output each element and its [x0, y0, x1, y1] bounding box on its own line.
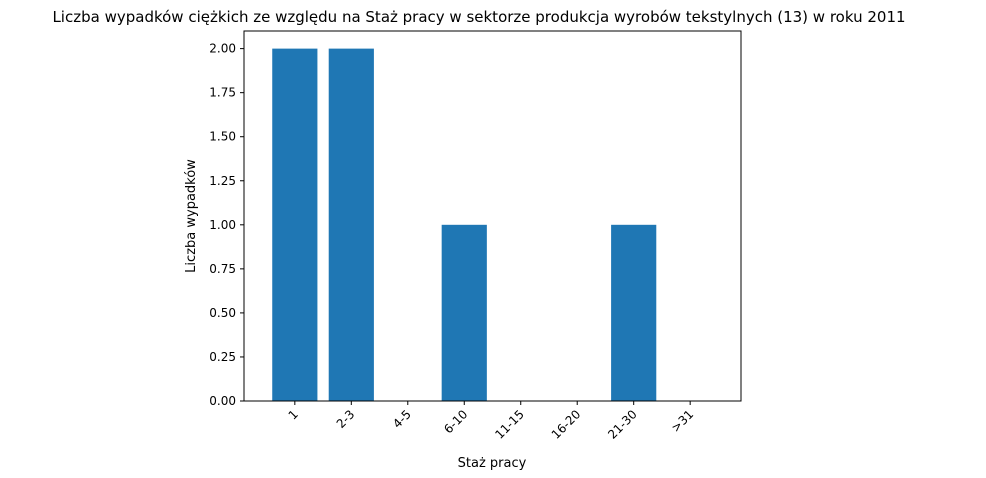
x-tick-label: 1 — [286, 407, 301, 422]
y-tick-label: 1.75 — [209, 86, 236, 100]
y-tick-label: 0.00 — [209, 394, 236, 408]
x-tick-label: 6-10 — [441, 407, 470, 436]
chart-title: Liczba wypadków ciężkich ze względu na S… — [52, 8, 905, 26]
x-tick-label: >31 — [668, 407, 696, 435]
x-tick-label: 2-3 — [334, 407, 358, 431]
y-tick-label: 0.75 — [209, 262, 236, 276]
y-tick-label: 2.00 — [209, 42, 236, 56]
x-tick-label: 4-5 — [390, 407, 414, 431]
x-tick-label: 16-20 — [549, 407, 584, 442]
x-tick-label: 21-30 — [605, 407, 640, 442]
plot-frame — [243, 30, 742, 402]
y-axis-label: Liczba wypadków — [184, 159, 199, 273]
y-tick-label: 0.50 — [209, 306, 236, 320]
bar-6-10 — [441, 224, 487, 401]
y-axis: 0.00 0.25 0.50 0.75 1.00 1.25 1.50 1.75 2.00 — [209, 42, 244, 408]
bar-2-3 — [328, 48, 374, 401]
y-tick-label: 1.50 — [209, 130, 236, 144]
y-tick-label: 0.25 — [209, 350, 236, 364]
x-tick-label: 11-15 — [492, 407, 527, 442]
x-axis: 1 2-3 4-5 6-10 11-15 16-20 21-30 >31 — [286, 401, 696, 442]
y-tick-label: 1.25 — [209, 174, 236, 188]
y-tick-label: 1.00 — [209, 218, 236, 232]
bar-21-30 — [611, 224, 657, 401]
x-axis-label: Staż pracy — [458, 456, 527, 471]
bars-group — [272, 48, 657, 401]
bar-1 — [272, 48, 318, 401]
